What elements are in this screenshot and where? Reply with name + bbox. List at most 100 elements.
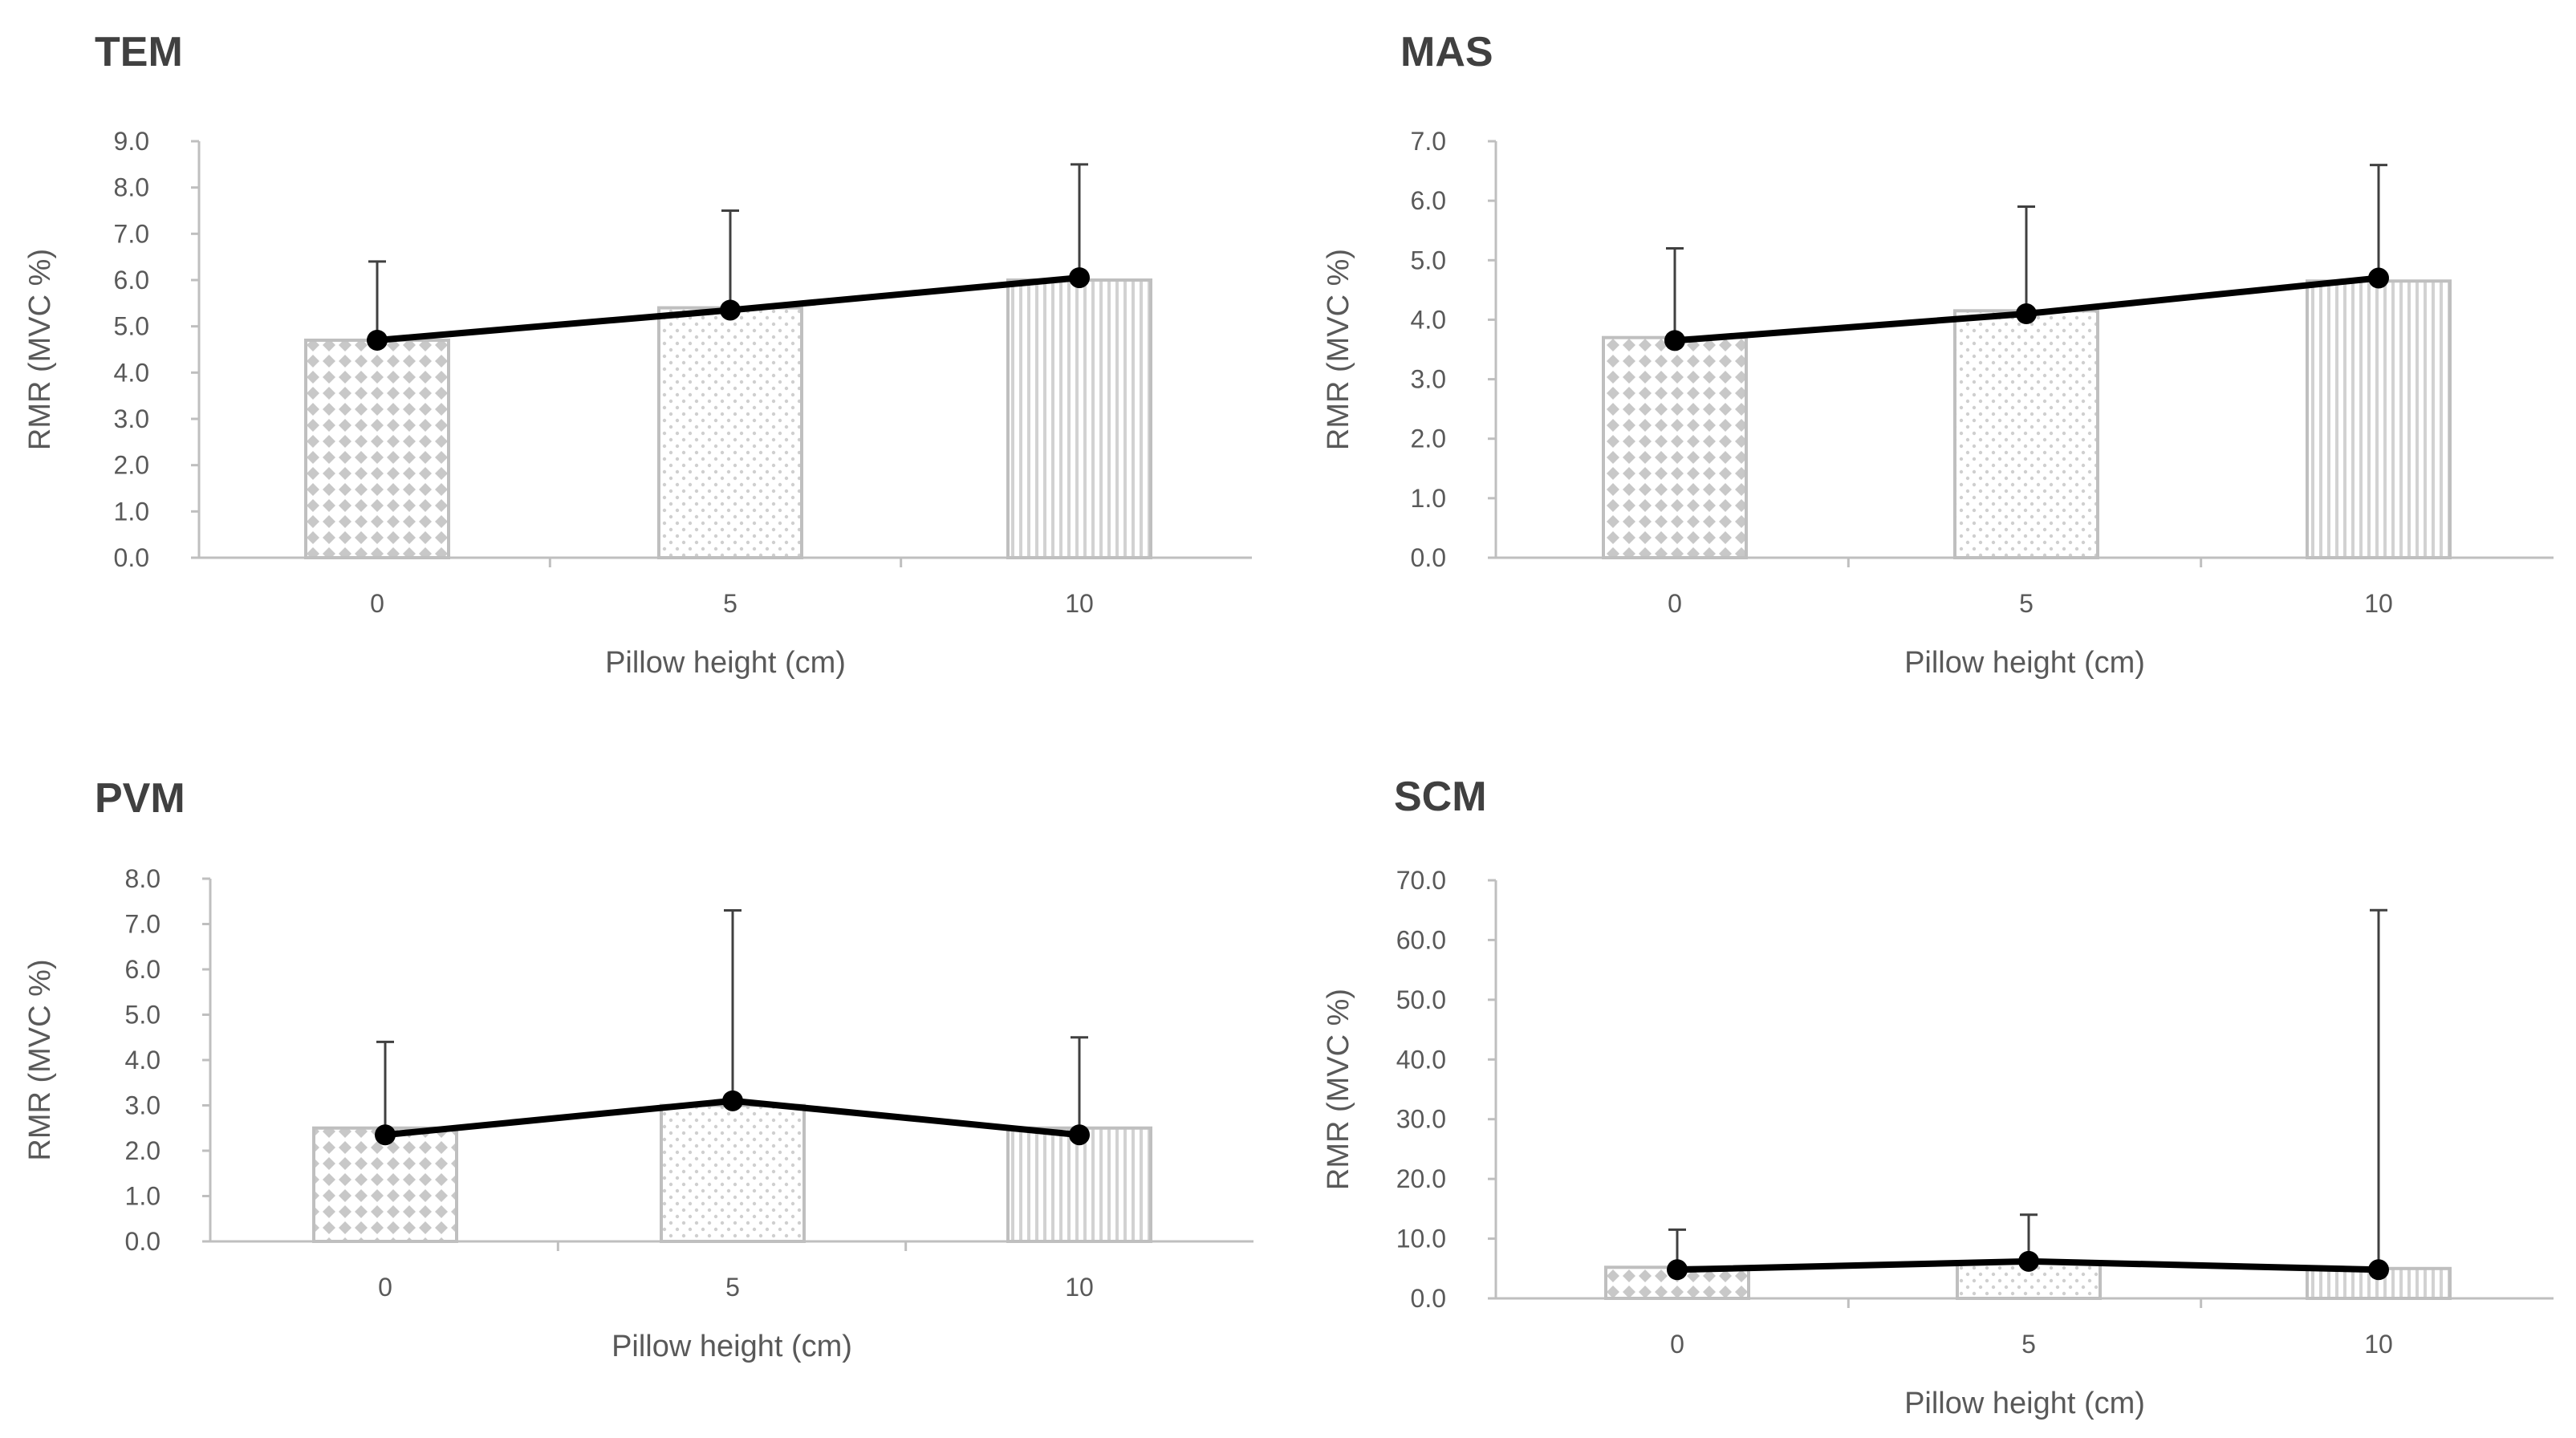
y-tick-label: 60.0	[1396, 925, 1446, 954]
y-tick-label: 3.0	[114, 404, 149, 433]
series	[367, 267, 1090, 351]
y-tick-label: 70.0	[1396, 866, 1446, 895]
y-tick-label: 8.0	[114, 173, 149, 202]
x-axis-title: Pillow height (cm)	[1904, 1387, 2145, 1420]
y-tick-label: 4.0	[1411, 305, 1446, 334]
y-tick-label: 50.0	[1396, 985, 1446, 1014]
y-tick-label: 40.0	[1396, 1045, 1446, 1074]
x-axis-title: Pillow height (cm)	[605, 646, 846, 680]
x-ticks: 0 5 10	[1670, 1298, 2393, 1359]
series	[375, 1090, 1090, 1146]
y-axis-title: RMR (MVC %)	[23, 249, 57, 450]
x-tick-label: 0	[1670, 1330, 1684, 1359]
data-point	[722, 1090, 743, 1111]
data-point	[720, 299, 741, 321]
error-bars	[1666, 164, 2387, 341]
bar	[657, 306, 803, 559]
error-bars	[1668, 908, 2387, 1270]
y-tick-label: 7.0	[114, 219, 149, 248]
series	[1664, 267, 2389, 351]
y-tick-label: 8.0	[125, 864, 160, 893]
panel-title: TEM	[95, 29, 183, 75]
bars	[312, 1103, 1152, 1243]
y-tick-label: 3.0	[125, 1091, 160, 1120]
bar	[312, 1126, 458, 1243]
y-ticks: 0.0 10.0 20.0 30.0 40.0 50.0 60.0 70.0	[1396, 866, 1496, 1313]
panel-title: SCM	[1394, 774, 1487, 820]
x-tick-label: 0	[378, 1273, 392, 1302]
chart-panel-pvm: PVM 0.0 1.0 2.0 3.0 4.0 5.0 6.0 7.0 8.0 0 5 10 RMR…	[23, 775, 1253, 1363]
panel-title: PVM	[95, 775, 185, 822]
bar	[1953, 309, 2099, 559]
y-axis-title: RMR (MVC %)	[1322, 249, 1355, 450]
panel-title: MAS	[1400, 29, 1493, 75]
x-tick-label: 0	[370, 589, 384, 618]
y-tick-label: 3.0	[1411, 365, 1446, 394]
x-tick-label: 10	[1065, 589, 1094, 618]
error-bars	[368, 163, 1088, 340]
x-ticks: 0 5 10	[370, 558, 1094, 618]
y-tick-label: 4.0	[125, 1046, 160, 1074]
y-tick-label: 0.0	[125, 1227, 160, 1256]
x-tick-label: 5	[725, 1273, 740, 1302]
data-point	[1667, 1259, 1688, 1281]
y-tick-label: 6.0	[1411, 186, 1446, 215]
bar	[2306, 279, 2452, 559]
data-point	[367, 329, 388, 351]
y-tick-label: 0.0	[1411, 543, 1446, 572]
y-axis-title: RMR (MVC %)	[1322, 989, 1355, 1190]
y-ticks: 0.0 1.0 2.0 3.0 4.0 5.0 6.0 7.0	[1411, 127, 1496, 572]
x-tick-label: 10	[2364, 589, 2393, 618]
y-tick-label: 30.0	[1396, 1105, 1446, 1134]
chart-panel-mas: MAS 0.0 1.0 2.0 3.0 4.0 5.0 6.0 7.0 0 5 10 RMR (M…	[1322, 29, 2554, 680]
data-point	[375, 1124, 396, 1146]
y-tick-label: 0.0	[114, 543, 149, 572]
x-ticks: 0 5 10	[378, 1241, 1094, 1302]
bars	[304, 278, 1152, 559]
y-tick-label: 2.0	[125, 1136, 160, 1165]
data-point	[2368, 1259, 2389, 1281]
bar	[660, 1103, 806, 1243]
y-tick-label: 5.0	[114, 312, 149, 341]
x-tick-label: 10	[1065, 1273, 1094, 1302]
y-tick-label: 4.0	[114, 358, 149, 387]
x-tick-label: 5	[2021, 1330, 2036, 1359]
y-tick-label: 1.0	[1411, 484, 1446, 513]
x-axis-title: Pillow height (cm)	[1904, 646, 2145, 680]
bar	[304, 338, 450, 559]
y-tick-label: 6.0	[114, 266, 149, 295]
y-ticks: 0.0 1.0 2.0 3.0 4.0 5.0 6.0 7.0 8.0	[125, 864, 210, 1256]
x-tick-label: 5	[723, 589, 737, 618]
bar	[1006, 1126, 1152, 1243]
y-tick-label: 5.0	[125, 1001, 160, 1030]
y-tick-label: 20.0	[1396, 1164, 1446, 1193]
bars	[1604, 1261, 2452, 1301]
data-point	[1069, 1124, 1090, 1146]
series	[1667, 1250, 2389, 1281]
x-ticks: 0 5 10	[1668, 558, 2393, 618]
data-point	[1069, 267, 1090, 289]
data-point	[1664, 330, 1685, 351]
x-tick-label: 10	[2364, 1330, 2393, 1359]
data-point	[2368, 267, 2389, 289]
data-point	[2016, 303, 2037, 325]
x-tick-label: 5	[2019, 589, 2034, 618]
y-tick-label: 7.0	[1411, 127, 1446, 156]
bar	[1602, 335, 1748, 559]
y-tick-label: 5.0	[1411, 246, 1446, 274]
y-tick-label: 10.0	[1396, 1225, 1446, 1253]
x-axis-title: Pillow height (cm)	[611, 1330, 852, 1363]
y-tick-label: 7.0	[125, 910, 160, 939]
bar	[1006, 278, 1152, 559]
error-bars	[376, 909, 1088, 1135]
y-tick-label: 1.0	[114, 497, 149, 526]
y-axis-title: RMR (MVC %)	[23, 959, 57, 1160]
x-tick-label: 0	[1668, 589, 1682, 618]
y-tick-label: 2.0	[114, 451, 149, 480]
chart-panel-tem: TEM 0.01.02.03.04.05.06.07.08.09.0 0 5 10 …	[23, 29, 1252, 680]
y-tick-label: 0.0	[1411, 1284, 1446, 1313]
y-ticks: 0.0 1.0 2.0 3.0 4.0 5.0 6.0 7.0 8.0 9.0	[114, 127, 199, 572]
y-tick-label: 1.0	[125, 1182, 160, 1211]
chart-panel-scm: SCM 0.0 10.0 20.0 30.0 40.0 50.0 60.0 70.0 0 5 10…	[1322, 774, 2554, 1420]
